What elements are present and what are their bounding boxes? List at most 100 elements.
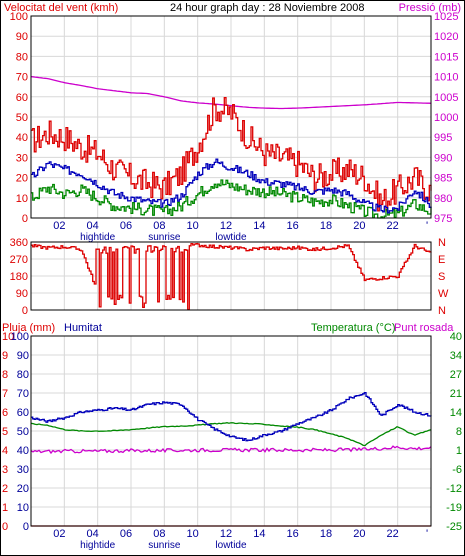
pressure-tick-label: 1015 [434, 51, 458, 63]
temperature-tick-label: -19 [446, 502, 462, 514]
temperature-line [30, 422, 432, 447]
wind-gust-line [31, 96, 432, 212]
direction-plot-area [31, 242, 432, 311]
rain-tick-label: 6 [2, 407, 8, 419]
wind-x-tick-label-end: ' [426, 220, 428, 232]
pressure-tick-label: 980 [434, 193, 452, 205]
pressure-tick-label: 995 [434, 132, 452, 144]
climate-x-tick-label: 16 [287, 528, 299, 540]
rain-tick-label: 0 [2, 521, 8, 533]
wind-speed-tick-label: 60 [16, 92, 28, 104]
wind-speed-tick-label: 90 [16, 31, 28, 43]
humidity-tick-label: 30 [17, 464, 29, 476]
humidity-tick-label: 80 [17, 369, 29, 381]
wind-x-tick-label: 02 [53, 220, 65, 232]
climate-x-tick-label: 12 [220, 528, 232, 540]
rain-tick-label: 9 [2, 350, 8, 362]
wind-average-line [31, 158, 432, 214]
temperature-axis-title: Temperatura (°C) [311, 322, 395, 334]
wind-speed-tick-label: 80 [16, 51, 28, 63]
rain-tick-label: 7 [2, 388, 8, 400]
rain-tick-label: 3 [2, 464, 8, 476]
pressure-tick-label: 1020 [434, 31, 458, 43]
climate-x-annotation: hightide [80, 540, 115, 551]
rain-tick-label: 2 [2, 483, 8, 495]
climate-x-tick-label: 10 [187, 528, 199, 540]
humidity-tick-label: 10 [17, 502, 29, 514]
temperature-tick-label: -6 [452, 464, 462, 476]
climate-x-tick-label: 02 [53, 528, 65, 540]
pressure-tick-label: 985 [434, 173, 452, 185]
temperature-tick-label: -12 [446, 483, 462, 495]
compass-tick-label: S [438, 271, 445, 283]
compass-tick-label: N [438, 237, 446, 249]
climate-x-annotation: sunrise [148, 540, 181, 551]
wind-x-tick-label: 18 [320, 220, 332, 232]
temperature-tick-label: 27 [450, 369, 462, 381]
chart-title: 24 hour graph day : 28 Noviembre 2008 [170, 2, 364, 14]
compass-tick-label: E [438, 254, 445, 266]
direction-plot-frame [30, 241, 432, 311]
pressure-line [30, 75, 432, 110]
temperature-tick-label: 21 [450, 388, 462, 400]
wind-x-tick-label: 14 [253, 220, 265, 232]
compass-tick-label: W [438, 288, 449, 300]
rain-axis-title: Pluja (mm) [2, 322, 55, 334]
climate-x-tick-label: 22 [387, 528, 399, 540]
wind-x-tick-label: 10 [187, 220, 199, 232]
pressure-tick-label: 1010 [434, 72, 458, 84]
temperature-tick-label: 8 [456, 426, 462, 438]
wind-x-tick-label: 12 [220, 220, 232, 232]
direction-tick-label: 90 [16, 288, 28, 300]
rain-tick-label: 1 [2, 502, 8, 514]
wind-speed-tick-label: 100 [10, 11, 28, 23]
wind-speed-tick-label: 70 [16, 72, 28, 84]
wind-plot-area [30, 75, 432, 219]
rain-tick-label: 4 [2, 445, 8, 457]
direction-tick-label: 360 [10, 237, 28, 249]
wind-x-annotation: lowtide [215, 232, 247, 243]
temperature-tick-label: 1 [456, 445, 462, 457]
temperature-tick-label: 34 [450, 350, 462, 362]
humidity-axis-title: Humitat [64, 322, 102, 334]
pressure-axis-title: Pressió (mb) [399, 2, 461, 14]
pressure-tick-label: 990 [434, 152, 452, 164]
direction-tick-label: 270 [10, 254, 28, 266]
wind-x-annotation: hightide [80, 232, 115, 243]
compass-tick-label: N [438, 305, 446, 317]
pressure-tick-label: 1025 [434, 11, 458, 23]
wind-x-tick-label: 06 [120, 220, 132, 232]
wind-speed-tick-label: 40 [16, 132, 28, 144]
wind-axes: 0102030405060708090100975980985990995100… [10, 11, 459, 243]
wind-x-tick-label: 04 [87, 220, 99, 232]
rain-tick-label: 8 [2, 369, 8, 381]
climate-x-tick-label: 18 [320, 528, 332, 540]
wind-x-annotation: sunrise [148, 232, 181, 243]
wind-pressure-panel: 0102030405060708090100975980985990995100… [10, 11, 459, 243]
humidity-tick-label: 70 [17, 388, 29, 400]
humidity-tick-label: 0 [23, 521, 29, 533]
wind-speed-axis-title: Velocitat del vent (kmh) [4, 2, 118, 14]
humidity-tick-label: 60 [17, 407, 29, 419]
pressure-tick-label: 1005 [434, 92, 458, 104]
climate-plot-frame [30, 335, 432, 527]
wind-speed-tick-label: 30 [16, 152, 28, 164]
climate-axes: 0 0 -25 1 10 -19 2 20 -12 3 30 -6 4 40 1 5 50 8 6 60 14 7 70 21… [2, 331, 462, 551]
climate-x-annotation: lowtide [215, 540, 247, 551]
wind-x-tick-label: 08 [153, 220, 165, 232]
humidity-tick-label: 90 [17, 350, 29, 362]
climate-panel: 0 0 -25 1 10 -19 2 20 -12 3 30 -6 4 40 1 5 50 8 6 60 14 7 70 21… [2, 331, 462, 551]
temperature-tick-label: 14 [450, 407, 462, 419]
dewpoint-line [30, 445, 432, 455]
climate-x-tick-label: 14 [253, 528, 265, 540]
direction-tick-label: 180 [10, 271, 28, 283]
temperature-tick-label: 40 [450, 331, 462, 343]
humidity-line [31, 392, 432, 442]
direction-line [31, 242, 432, 311]
humidity-tick-label: 50 [17, 426, 29, 438]
pressure-tick-label: 975 [434, 213, 452, 225]
wind-x-tick-label: 22 [387, 220, 399, 232]
pressure-tick-label: 1000 [434, 112, 458, 124]
